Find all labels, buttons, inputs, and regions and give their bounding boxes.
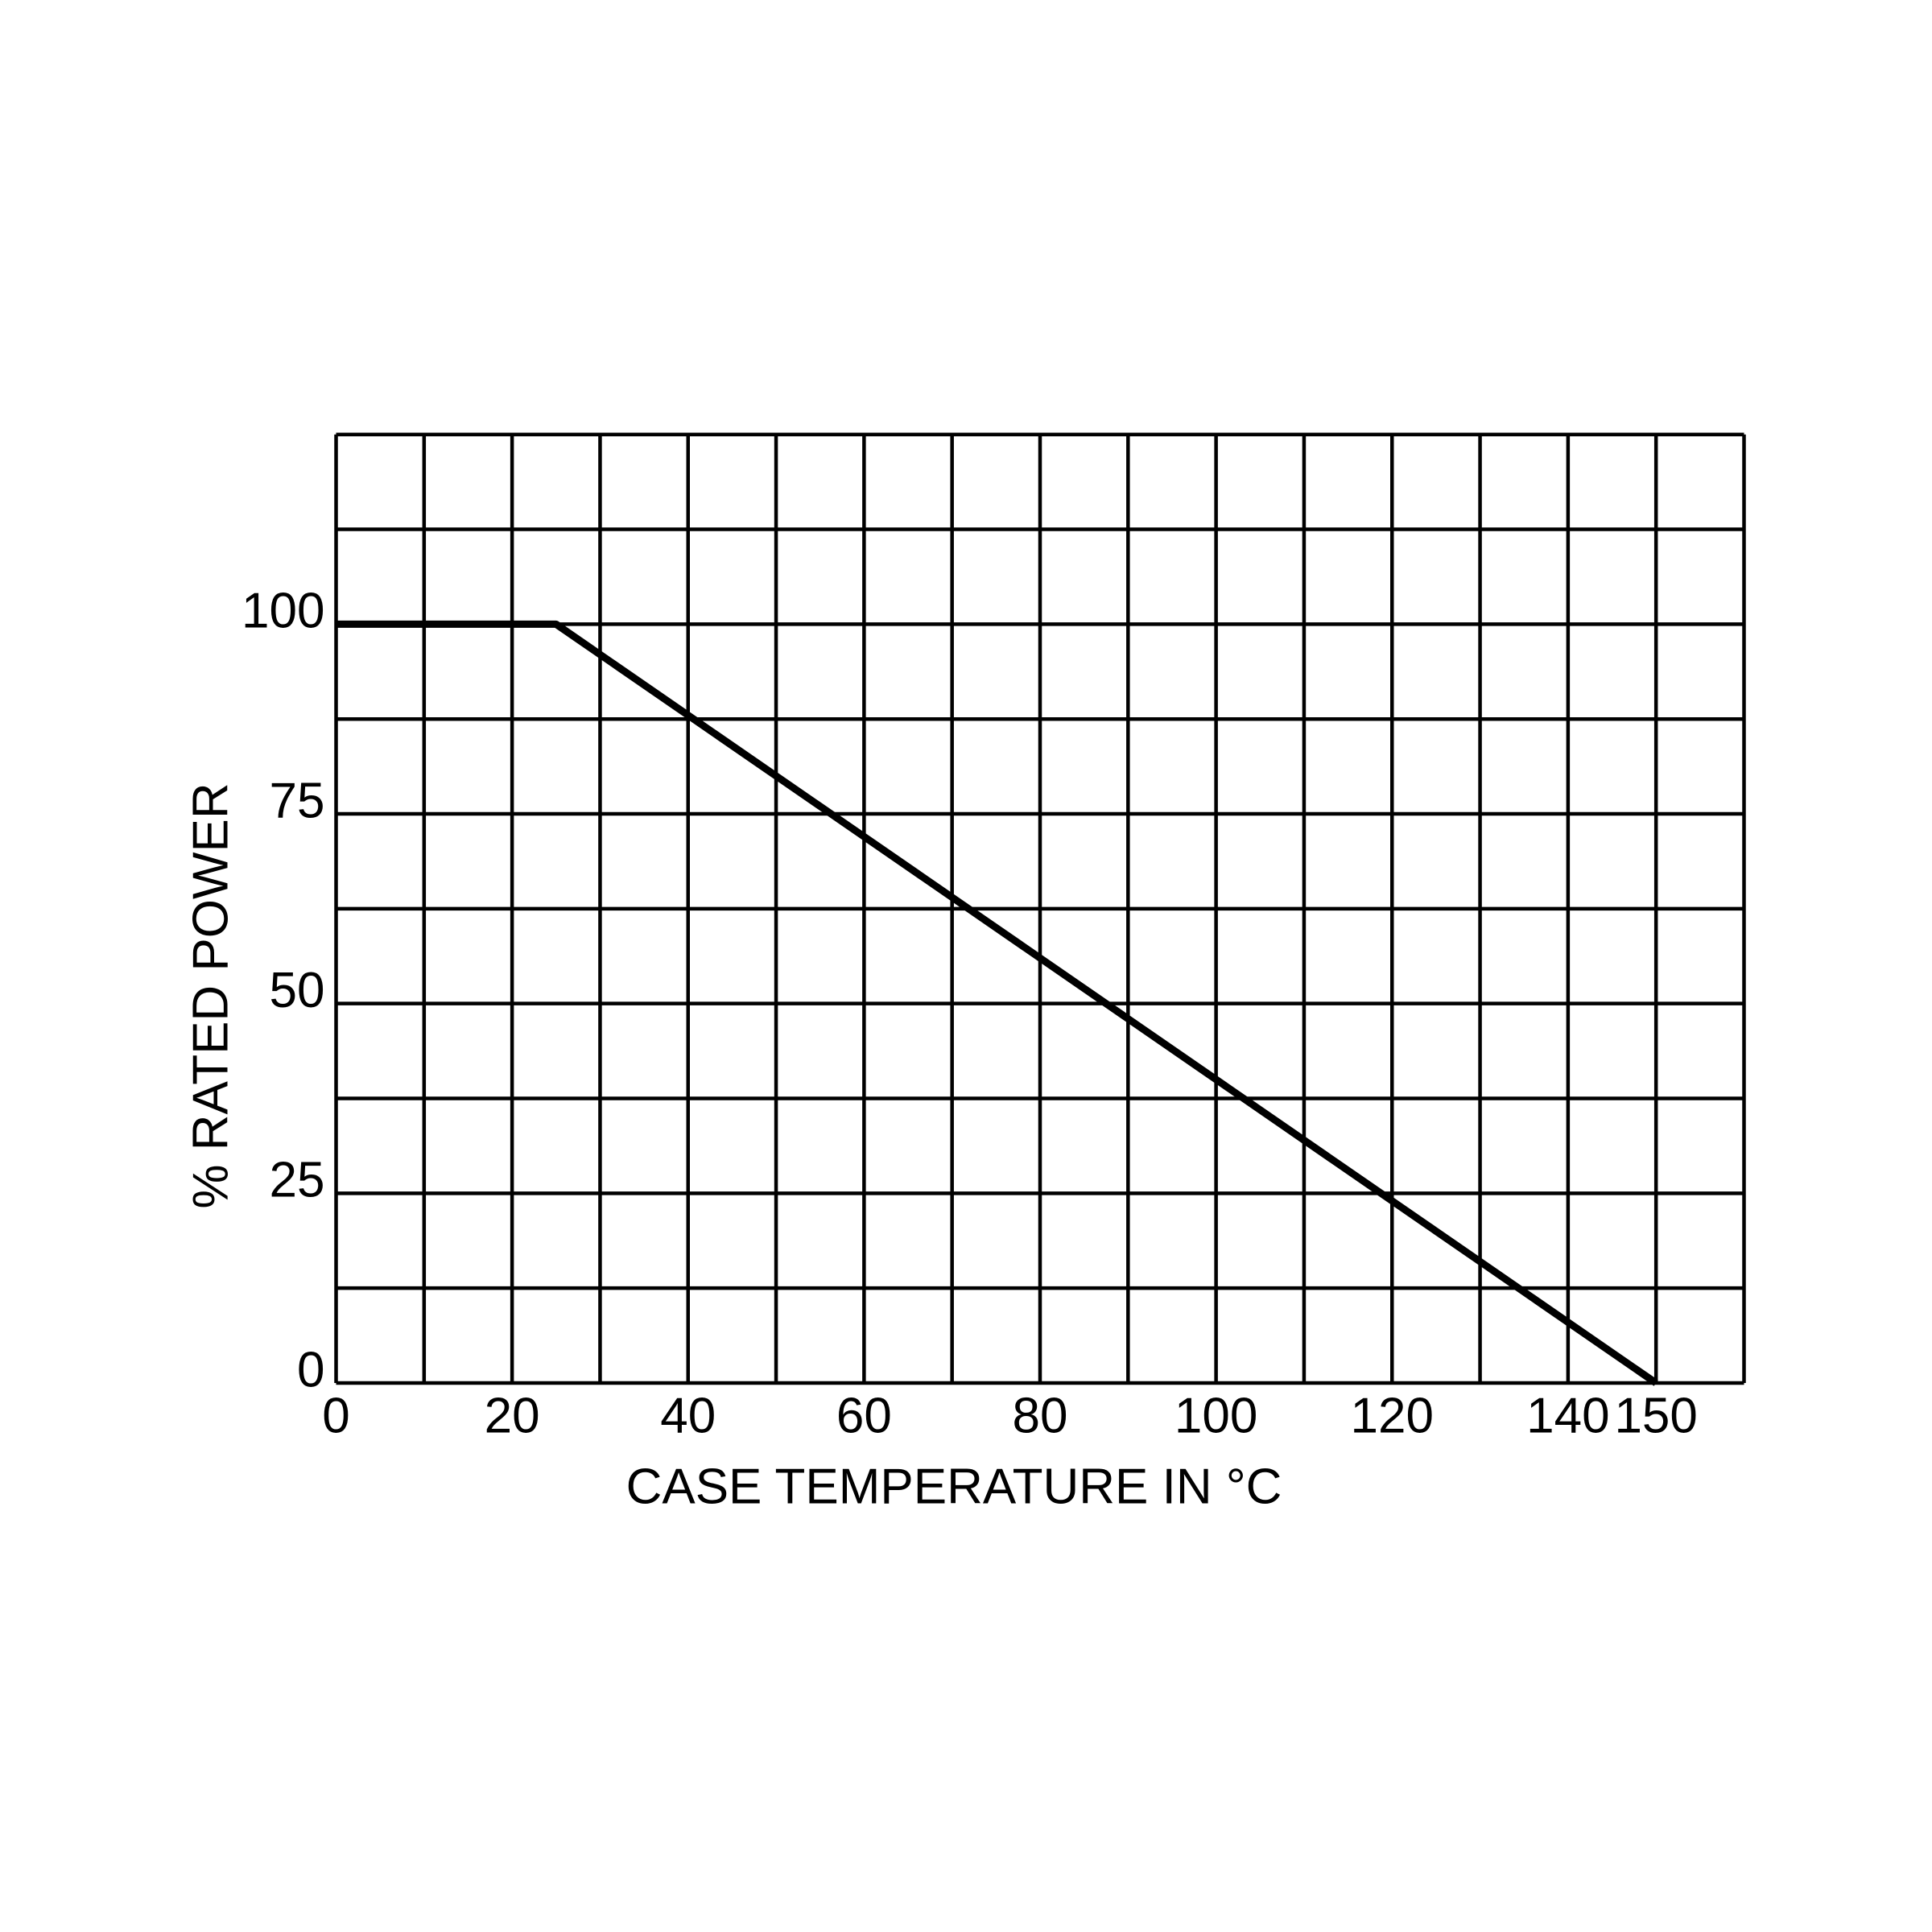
x-tick-label: 120 (1351, 1388, 1434, 1443)
x-tick-label: 100 (1174, 1388, 1257, 1443)
y-tick-label: 100 (242, 584, 324, 639)
y-tick-label: 0 (297, 1342, 324, 1397)
x-tick-label: 0 (322, 1388, 349, 1443)
y-tick-label: 25 (270, 1153, 325, 1208)
x-tick-label: 20 (485, 1388, 540, 1443)
y-axis-title: % RATED POWER (183, 782, 238, 1208)
x-axis-title: CASE TEMPERATURE IN °C (626, 1459, 1282, 1514)
x-tick-label: 40 (660, 1388, 716, 1443)
y-tick-label: 75 (270, 773, 325, 828)
x-tick-label: 60 (836, 1388, 892, 1443)
x-tick-label: 80 (1013, 1388, 1068, 1443)
data-line (336, 620, 1658, 1386)
x-tick-label: 150 (1614, 1388, 1697, 1443)
y-tick-label: 50 (270, 963, 325, 1018)
x-tick-label: 140 (1526, 1388, 1609, 1443)
